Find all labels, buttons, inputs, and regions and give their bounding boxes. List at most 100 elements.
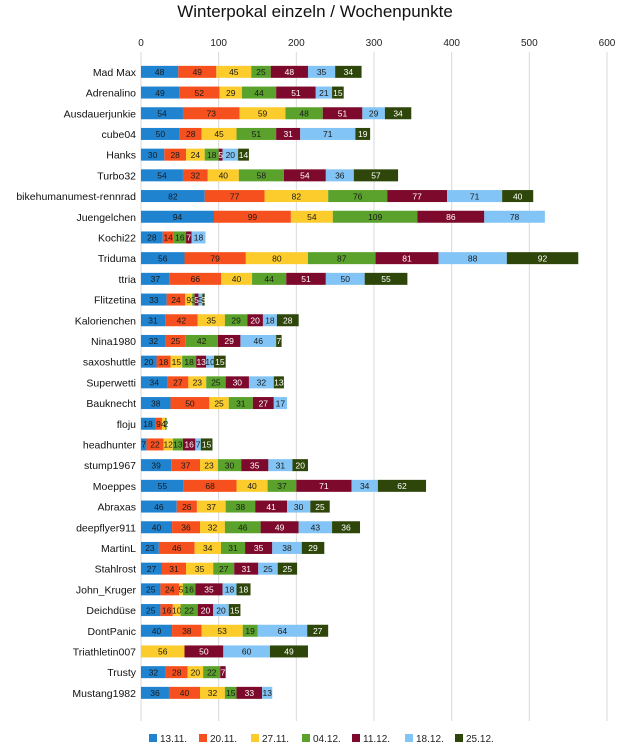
bar-segment bbox=[307, 65, 336, 78]
data-label: 27 bbox=[147, 564, 157, 574]
bar-segment bbox=[222, 583, 237, 596]
data-label: 27 bbox=[313, 626, 323, 636]
bar-segment bbox=[184, 645, 224, 658]
bar-segment bbox=[217, 459, 242, 472]
data-label: 44 bbox=[254, 88, 264, 98]
bar-segment bbox=[186, 562, 214, 575]
data-label: 25 bbox=[146, 605, 156, 615]
data-label: 32 bbox=[208, 688, 218, 698]
data-label: 10 bbox=[172, 605, 182, 615]
data-label: 56 bbox=[158, 253, 168, 263]
data-label: 24 bbox=[171, 295, 181, 305]
data-label: 28 bbox=[170, 150, 180, 160]
bar-segment bbox=[173, 231, 187, 244]
data-label: 7 bbox=[221, 667, 226, 677]
data-label: 50 bbox=[199, 647, 209, 657]
bar-segment bbox=[182, 169, 208, 182]
bar-segment bbox=[179, 127, 202, 140]
bar-segment bbox=[172, 438, 183, 451]
data-label: 48 bbox=[285, 67, 295, 77]
bar-segment bbox=[255, 500, 288, 513]
data-label: 25 bbox=[146, 585, 156, 595]
data-label: 29 bbox=[308, 543, 318, 553]
data-label: 38 bbox=[236, 502, 246, 512]
data-label: 4 bbox=[161, 419, 166, 429]
bar-segment bbox=[194, 293, 199, 306]
data-label: 54 bbox=[300, 171, 310, 181]
bar-segment bbox=[251, 65, 271, 78]
bar-segment bbox=[201, 127, 237, 140]
bar-segment bbox=[203, 666, 221, 679]
bar-segment bbox=[325, 169, 354, 182]
category-label: Nina1980 bbox=[91, 336, 136, 348]
bar-segment bbox=[222, 148, 239, 161]
bar-segment bbox=[141, 314, 166, 327]
bar-segment bbox=[300, 127, 356, 140]
data-label: 18 bbox=[225, 585, 235, 595]
bar-segment bbox=[141, 148, 165, 161]
legend-swatch bbox=[405, 734, 413, 742]
data-label: 51 bbox=[338, 108, 348, 118]
category-label: bikehumanumest-rennrad bbox=[16, 191, 136, 203]
bar-segment bbox=[236, 127, 277, 140]
bar-segment bbox=[217, 334, 241, 347]
bar-segment bbox=[236, 583, 251, 596]
bar-segment bbox=[163, 438, 173, 451]
data-label: 77 bbox=[230, 191, 240, 201]
bar-segment bbox=[141, 541, 159, 554]
bar-segment bbox=[228, 397, 253, 410]
bar-segment bbox=[234, 562, 259, 575]
x-tick-label: 200 bbox=[288, 38, 305, 49]
bar-segment bbox=[315, 86, 333, 99]
data-label: 20 bbox=[216, 605, 226, 615]
data-label: 23 bbox=[204, 460, 214, 470]
bar-segment bbox=[165, 334, 186, 347]
data-label: 54 bbox=[307, 212, 317, 222]
data-label: 71 bbox=[323, 129, 333, 139]
bar-segment bbox=[384, 107, 412, 120]
bar-segment bbox=[165, 314, 198, 327]
data-label: 35 bbox=[250, 460, 260, 470]
bar-segment bbox=[301, 541, 325, 554]
data-label: 81 bbox=[402, 253, 412, 263]
category-label: MartinL bbox=[101, 543, 136, 555]
data-label: 35 bbox=[254, 543, 264, 553]
data-label: 50 bbox=[185, 398, 195, 408]
bar-segment bbox=[172, 624, 202, 637]
bar-segment bbox=[225, 376, 249, 389]
bar-segment bbox=[238, 148, 249, 161]
x-tick-label: 300 bbox=[366, 38, 383, 49]
legend-swatch bbox=[199, 734, 207, 742]
data-label: 57 bbox=[371, 171, 381, 181]
legend-swatch bbox=[149, 734, 157, 742]
data-label: 28 bbox=[186, 129, 196, 139]
bar-segment bbox=[161, 417, 166, 430]
bar-segment bbox=[207, 169, 239, 182]
bar-segment bbox=[170, 355, 183, 368]
bar-segment bbox=[195, 583, 223, 596]
bar-segment bbox=[241, 86, 277, 99]
data-label: 55 bbox=[381, 274, 391, 284]
bar-segment bbox=[209, 397, 229, 410]
data-label: 5 bbox=[198, 295, 203, 305]
bar-segment bbox=[322, 107, 363, 120]
data-label: 15 bbox=[333, 88, 343, 98]
bar-segment bbox=[258, 562, 278, 575]
data-label: 36 bbox=[341, 522, 351, 532]
bar-segment bbox=[273, 397, 288, 410]
data-label: 29 bbox=[369, 108, 379, 118]
bar-segment bbox=[204, 190, 265, 203]
data-label: 7 bbox=[276, 336, 281, 346]
data-label: 25 bbox=[214, 398, 224, 408]
bar-segment bbox=[165, 666, 188, 679]
data-label: 29 bbox=[226, 88, 236, 98]
data-label: 2 bbox=[163, 419, 168, 429]
data-label: 16 bbox=[175, 233, 185, 243]
data-label: 25 bbox=[283, 564, 293, 574]
bar-segment bbox=[168, 686, 201, 699]
data-label: 109 bbox=[368, 212, 382, 222]
bar-segment bbox=[141, 417, 155, 430]
data-label: 30 bbox=[225, 460, 235, 470]
bar-segment bbox=[162, 231, 174, 244]
